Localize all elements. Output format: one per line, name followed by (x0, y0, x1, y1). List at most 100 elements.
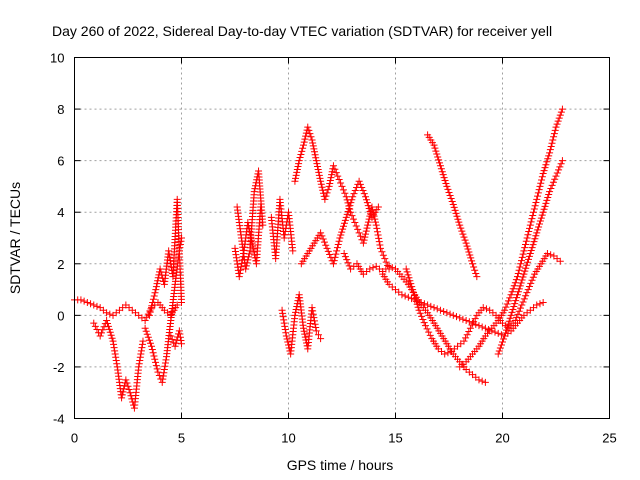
data-point (344, 207, 352, 215)
data-point (398, 291, 406, 299)
data-point (249, 242, 257, 250)
data-point (309, 310, 317, 318)
data-point (365, 205, 373, 213)
data-point (375, 234, 383, 242)
x-tick-label: 20 (495, 431, 509, 446)
data-point (139, 337, 147, 345)
data-point (535, 223, 543, 231)
data-point (141, 317, 149, 325)
data-point (344, 259, 352, 267)
data-point (323, 189, 331, 197)
data-point (440, 307, 448, 315)
data-point (250, 188, 258, 196)
data-point (358, 183, 366, 191)
data-point (145, 336, 153, 344)
data-point (145, 311, 153, 319)
data-point (467, 254, 475, 262)
data-point (495, 347, 503, 355)
data-point (504, 320, 512, 328)
data-point (148, 342, 156, 350)
data-point (294, 163, 302, 171)
x-axis-label: GPS time / hours (287, 457, 394, 473)
data-point (441, 350, 449, 358)
data-point (364, 218, 372, 226)
data-point (324, 247, 332, 255)
data-point (454, 215, 462, 223)
data-point (551, 175, 559, 183)
data-point (284, 338, 292, 346)
data-point (508, 288, 516, 296)
data-point (369, 264, 377, 272)
data-point (516, 282, 524, 290)
data-point (345, 205, 353, 213)
data-point (349, 215, 357, 223)
data-point (524, 286, 532, 294)
data-point (410, 291, 418, 299)
y-tick-labels: -4 -2 0 2 4 6 8 10 (50, 51, 64, 427)
data-point (542, 161, 550, 169)
data-point (452, 313, 460, 321)
data-point (280, 319, 288, 327)
data-point (525, 228, 533, 236)
data-point (533, 195, 541, 203)
data-point (307, 133, 315, 141)
data-point (153, 280, 161, 288)
data-point (470, 263, 478, 271)
data-point (295, 157, 303, 165)
data-point (547, 184, 555, 192)
data-point (111, 350, 119, 358)
data-point (531, 235, 539, 243)
data-point (348, 212, 356, 220)
data-point (90, 319, 98, 327)
data-point (515, 266, 523, 274)
data-point (460, 233, 468, 241)
data-point (502, 326, 510, 334)
data-point (448, 197, 456, 205)
data-point (511, 317, 519, 325)
data-point (514, 269, 522, 277)
data-point (161, 362, 169, 370)
data-point (453, 212, 461, 220)
data-point (378, 248, 386, 256)
data-point (377, 244, 385, 252)
data-point (312, 157, 320, 165)
data-point (238, 256, 246, 264)
data-point (522, 237, 530, 245)
data-point (533, 229, 541, 237)
data-point (440, 174, 448, 182)
chart-title: Day 260 of 2022, Sidereal Day-to-day VTE… (52, 23, 552, 39)
plot-frame (74, 57, 610, 419)
data-point (520, 270, 528, 278)
data-point (337, 179, 345, 187)
data-point (475, 322, 483, 330)
data-point (342, 213, 350, 221)
data-point (239, 253, 247, 261)
data-point (443, 182, 451, 190)
x-tick-label: 10 (281, 431, 295, 446)
data-point (418, 312, 426, 320)
data-point (83, 298, 91, 306)
data-point (349, 193, 357, 201)
data-point (478, 323, 486, 331)
data-point (542, 199, 550, 207)
data-point (292, 174, 300, 182)
data-point (411, 294, 419, 302)
data-point (530, 208, 538, 216)
data-point (532, 232, 540, 240)
data-point (146, 339, 154, 347)
data-point (481, 378, 489, 386)
data-point (113, 360, 121, 368)
data-point (300, 327, 308, 335)
y-tick-label: 6 (57, 154, 64, 169)
series-s17 (494, 157, 566, 358)
data-point (534, 192, 542, 200)
data-point (517, 279, 525, 287)
data-point (281, 231, 289, 239)
data-point (534, 189, 542, 197)
data-point (292, 305, 300, 313)
data-point (122, 376, 130, 384)
data-point (242, 262, 250, 270)
data-point (144, 333, 152, 341)
data-point (311, 320, 319, 328)
data-point (520, 295, 528, 303)
